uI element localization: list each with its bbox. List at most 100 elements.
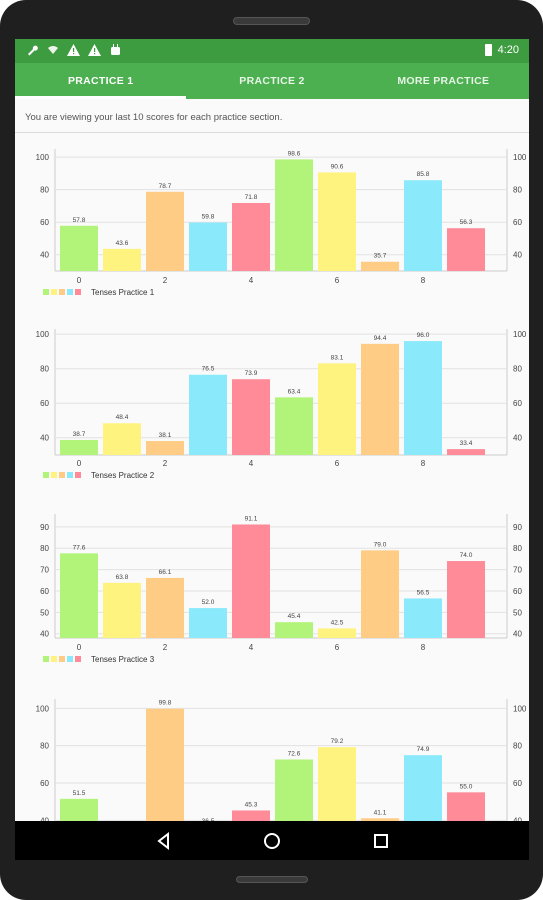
home-icon[interactable] — [262, 831, 282, 851]
y-tick-label-left: 60 — [40, 399, 49, 408]
tab-practice-1[interactable]: PRACTICE 1 — [67, 75, 134, 87]
bar — [447, 561, 485, 638]
bar — [189, 222, 227, 271]
y-tick-label-right: 80 — [513, 544, 522, 553]
x-tick-label: 6 — [335, 643, 340, 652]
bar-value-label: 99.8 — [159, 700, 172, 707]
y-tick-label-right: 60 — [513, 779, 522, 788]
legend-swatch — [67, 289, 73, 295]
bar — [103, 582, 141, 638]
recents-icon[interactable] — [371, 831, 391, 851]
bar-value-label: 73.9 — [245, 370, 258, 377]
tab-practice-2[interactable]: PRACTICE 2 — [239, 75, 305, 87]
bar-value-label: 42.5 — [331, 619, 344, 626]
y-tick-label-left: 50 — [40, 608, 49, 617]
y-tick-label-left: 60 — [40, 587, 49, 596]
y-tick-label-left: 60 — [40, 218, 49, 227]
legend-swatch — [59, 656, 65, 662]
bar — [318, 172, 356, 271]
y-tick-label-left: 70 — [40, 566, 49, 575]
bar — [189, 608, 227, 638]
legend-swatch — [67, 472, 73, 478]
y-tick-label-right: 40 — [513, 434, 522, 443]
bar — [318, 363, 356, 455]
x-tick-label: 4 — [249, 276, 254, 285]
bar — [103, 423, 141, 455]
bar-value-label: 63.4 — [288, 388, 301, 395]
legend-swatch — [75, 656, 81, 662]
legend-label: Tenses Practice 1 — [91, 288, 155, 297]
back-icon[interactable] — [154, 831, 174, 851]
bar-value-label: 74.9 — [417, 746, 430, 753]
y-tick-label-right: 80 — [513, 186, 522, 195]
y-tick-label-right: 80 — [513, 742, 522, 751]
bar-value-label: 43.6 — [116, 240, 129, 247]
y-tick-label-right: 60 — [513, 587, 522, 596]
bar — [275, 159, 313, 271]
tab-more-practice[interactable]: MORE PRACTICE — [397, 75, 490, 87]
divider — [15, 132, 529, 133]
warning-icon — [67, 43, 80, 57]
bar — [60, 439, 98, 455]
y-tick-label-right: 100 — [513, 330, 527, 339]
y-tick-label-left: 80 — [40, 544, 49, 553]
bar — [232, 379, 270, 455]
x-tick-label: 8 — [421, 643, 426, 652]
y-tick-label-left: 80 — [40, 742, 49, 751]
x-tick-label: 6 — [335, 276, 340, 285]
bar — [60, 553, 98, 638]
bar — [189, 374, 227, 455]
device-speaker — [233, 17, 310, 25]
y-tick-label-right: 100 — [513, 153, 527, 162]
bar-value-label: 83.1 — [331, 354, 344, 361]
bar-value-label: 56.3 — [460, 219, 473, 226]
bar — [146, 577, 184, 638]
bar-value-label: 38.1 — [159, 432, 172, 439]
bar-value-label: 77.6 — [73, 544, 86, 551]
y-tick-label-left: 90 — [40, 523, 49, 532]
bar — [232, 203, 270, 271]
legend-swatch — [43, 656, 49, 662]
bar-value-label: 91.1 — [245, 515, 258, 522]
y-tick-label-left: 40 — [40, 816, 49, 825]
y-tick-label-right: 40 — [513, 251, 522, 260]
y-tick-label-left: 80 — [40, 186, 49, 195]
y-tick-label-right: 60 — [513, 399, 522, 408]
bar-value-label: 59.8 — [202, 214, 215, 221]
bar-value-label: 55.0 — [460, 783, 473, 790]
bar — [361, 550, 399, 638]
y-tick-label-right: 100 — [513, 704, 527, 713]
bar — [361, 261, 399, 271]
tab-indicator — [15, 96, 186, 99]
bar — [404, 598, 442, 638]
y-tick-label-left: 80 — [40, 365, 49, 374]
android-icon — [109, 43, 122, 57]
legend-swatch — [43, 289, 49, 295]
y-tick-label-left: 40 — [40, 630, 49, 639]
bar-value-label: 74.0 — [460, 552, 473, 559]
bar-value-label: 57.8 — [73, 217, 86, 224]
bar — [447, 228, 485, 271]
y-tick-label-right: 80 — [513, 365, 522, 374]
x-tick-label: 4 — [249, 459, 254, 468]
legend-swatch — [75, 289, 81, 295]
bar — [146, 441, 184, 455]
bar-value-label: 33.4 — [460, 440, 473, 447]
bar-value-label: 72.6 — [288, 750, 301, 757]
legend-swatch — [51, 289, 57, 295]
bar — [404, 180, 442, 271]
bar-value-label: 71.8 — [245, 194, 258, 201]
bar-value-label: 41.1 — [374, 809, 387, 816]
bar-value-label: 48.4 — [116, 414, 129, 421]
bar-value-label: 79.0 — [374, 541, 387, 548]
app-screen: 4:20 PRACTICE 1 PRACTICE 2 MORE PRACTICE… — [15, 39, 529, 860]
bar-value-label: 94.4 — [374, 335, 387, 342]
y-tick-label-right: 70 — [513, 566, 522, 575]
battery-icon — [484, 44, 492, 56]
x-tick-label: 0 — [77, 459, 82, 468]
bar-value-label: 96.0 — [417, 332, 430, 339]
y-tick-label-right: 40 — [513, 630, 522, 639]
x-tick-label: 2 — [163, 643, 168, 652]
legend-swatch — [59, 472, 65, 478]
y-tick-label-right: 40 — [513, 816, 522, 825]
